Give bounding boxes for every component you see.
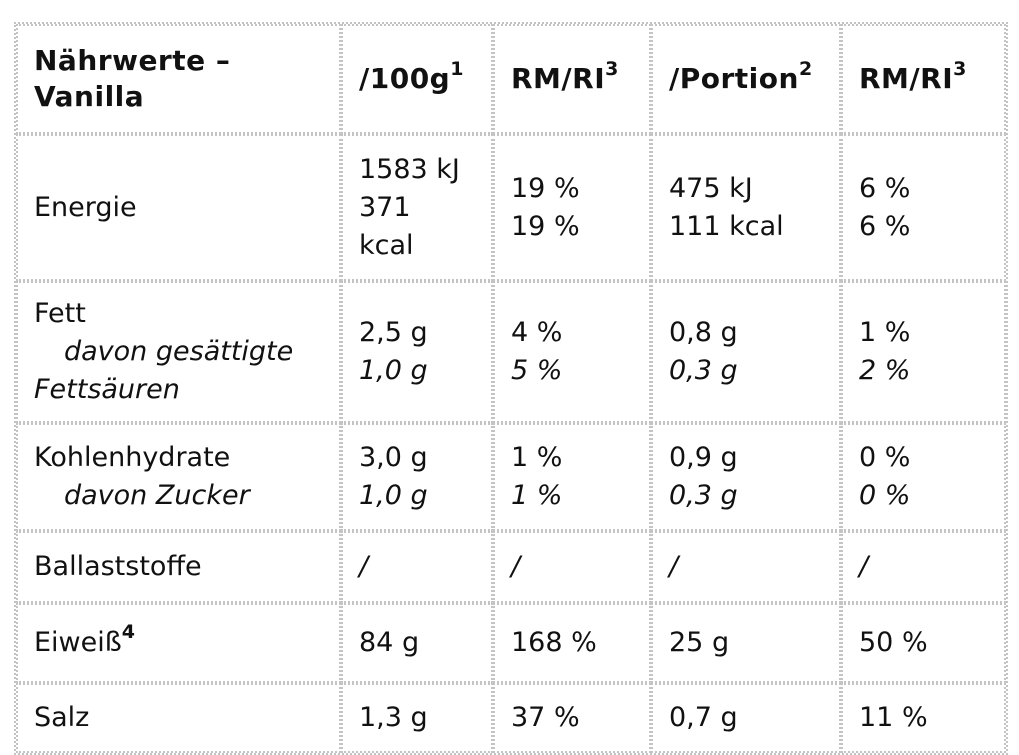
value: 0 % — [859, 442, 911, 473]
value: 19 % — [511, 172, 580, 204]
cell-rmri-portion: / — [841, 531, 1006, 603]
sub-value: 0,3 g — [669, 480, 738, 511]
cell-rmri-portion: 50 % — [841, 603, 1006, 683]
header-portion-label: /Portion — [669, 62, 799, 95]
cell-portion: 475 kJ 111 kcal — [651, 134, 841, 281]
sub-row-label: davon Zucker — [64, 480, 250, 511]
cell-per100: 3,0 g 1,0 g — [341, 423, 493, 531]
nutrition-table-container: Nährwerte – Vanilla /100g1 RM/RI3 /Porti… — [14, 22, 1008, 755]
cell-per100: 1583 kJ 371 kcal — [341, 134, 493, 281]
nutrition-table: Nährwerte – Vanilla /100g1 RM/RI3 /Porti… — [14, 22, 1008, 755]
cell-rmri-portion: 11 % — [841, 683, 1006, 753]
value: 1583 kJ — [359, 153, 460, 185]
header-title-line2: Vanilla — [34, 80, 145, 113]
header-rmri-100-label: RM/RI — [511, 62, 606, 95]
cell-rmri-100: 4 % 5 % — [493, 281, 651, 423]
value: 371 — [359, 191, 411, 223]
cell-portion: / — [651, 531, 841, 603]
value: 1 % — [511, 442, 563, 473]
header-per100-label: /100g — [359, 62, 451, 95]
cell-rmri-100: 37 % — [493, 683, 651, 753]
sub-row-label: Fettsäuren — [34, 374, 180, 405]
footnote-marker: 3 — [953, 57, 967, 80]
cell-rmri-100: 1 % 1 % — [493, 423, 651, 531]
value: 6 % — [859, 210, 911, 242]
cell-rmri-100: 168 % — [493, 603, 651, 683]
row-label: Kohlenhydrate — [34, 442, 231, 473]
cell-per100: 84 g — [341, 603, 493, 683]
sub-value: 1,0 g — [359, 480, 428, 511]
header-rmri-portion: RM/RI3 — [841, 24, 1006, 134]
header-per100: /100g1 — [341, 24, 493, 134]
cell-per100: 2,5 g 1,0 g — [341, 281, 493, 423]
header-rmri-100: RM/RI3 — [493, 24, 651, 134]
cell-portion: 0,9 g 0,3 g — [651, 423, 841, 531]
cell-portion: 0,7 g — [651, 683, 841, 753]
value: 1 % — [859, 317, 911, 348]
row-label: Eiweiß — [34, 627, 122, 658]
value: 3,0 g — [359, 442, 428, 473]
value: 4 % — [511, 317, 563, 348]
table-row-kohlenhydrate: Kohlenhydrate davon Zucker 3,0 g 1,0 g 1… — [16, 423, 1006, 531]
row-label: Fett — [34, 298, 86, 329]
value: 0,9 g — [669, 442, 738, 473]
cell-portion: 25 g — [651, 603, 841, 683]
sub-value: 0 % — [859, 480, 911, 511]
sub-value: 1,0 g — [359, 355, 428, 386]
table-row-salz: Salz 1,3 g 37 % 0,7 g 11 % — [16, 683, 1006, 753]
value: 111 kcal — [669, 210, 784, 242]
row-label: Salz — [16, 683, 341, 753]
sub-value: 5 % — [511, 355, 563, 386]
row-label-cell: Fett davon gesättigte Fettsäuren — [16, 281, 341, 423]
sub-value: 1 % — [511, 480, 563, 511]
header-title-line1: Nährwerte – — [34, 44, 231, 77]
row-label-cell: Eiweiß4 — [16, 603, 341, 683]
footnote-marker: 3 — [605, 57, 619, 80]
cell-portion: 0,8 g 0,3 g — [651, 281, 841, 423]
table-row-ballaststoffe: Ballaststoffe / / / / — [16, 531, 1006, 603]
header-title-cell: Nährwerte – Vanilla — [16, 24, 341, 134]
footnote-marker: 2 — [798, 57, 813, 80]
sub-row-label: davon gesättigte — [64, 336, 294, 367]
sub-value: 2 % — [859, 355, 911, 386]
value: 475 kJ — [669, 172, 753, 204]
value: kcal — [359, 229, 414, 261]
value: 6 % — [859, 172, 911, 204]
footnote-marker: 1 — [450, 57, 464, 80]
value: 19 % — [511, 210, 580, 242]
row-label-cell: Kohlenhydrate davon Zucker — [16, 423, 341, 531]
cell-rmri-portion: 6 % 6 % — [841, 134, 1006, 281]
cell-rmri-100: / — [493, 531, 651, 603]
cell-per100: / — [341, 531, 493, 603]
value: 2,5 g — [359, 317, 428, 348]
table-row-eiweiss: Eiweiß4 84 g 168 % 25 g 50 % — [16, 603, 1006, 683]
header-rmri-portion-label: RM/RI — [859, 62, 954, 95]
cell-rmri-portion: 0 % 0 % — [841, 423, 1006, 531]
table-row-energie: Energie 1583 kJ 371 kcal 19 % 19 % 475 k… — [16, 134, 1006, 281]
sub-value: 0,3 g — [669, 355, 738, 386]
footnote-marker: 4 — [121, 621, 135, 643]
header-row: Nährwerte – Vanilla /100g1 RM/RI3 /Porti… — [16, 24, 1006, 134]
cell-rmri-100: 19 % 19 % — [493, 134, 651, 281]
header-portion: /Portion2 — [651, 24, 841, 134]
value: 0,8 g — [669, 317, 738, 348]
row-label: Ballaststoffe — [16, 531, 341, 603]
table-row-fett: Fett davon gesättigte Fettsäuren 2,5 g 1… — [16, 281, 1006, 423]
cell-per100: 1,3 g — [341, 683, 493, 753]
row-label: Energie — [16, 134, 341, 281]
cell-rmri-portion: 1 % 2 % — [841, 281, 1006, 423]
